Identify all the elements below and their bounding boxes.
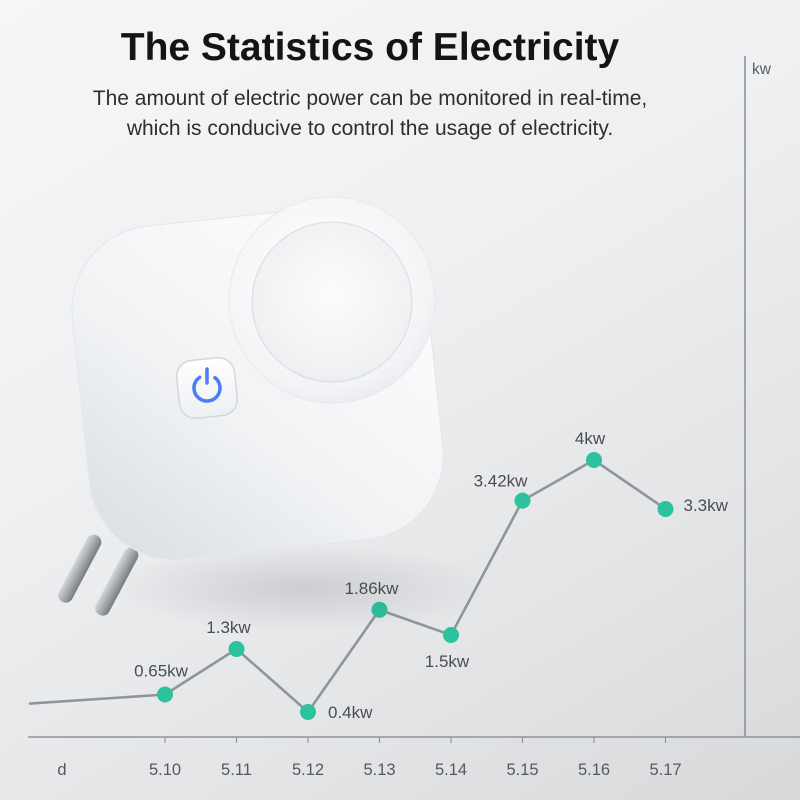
x-tick-label: 5.10 bbox=[149, 761, 181, 779]
chart-point bbox=[657, 501, 674, 517]
x-tick-label: 5.11 bbox=[221, 761, 252, 779]
subtitle-line-2: which is conducive to control the usage … bbox=[126, 117, 614, 141]
header: The Statistics of Electricity The amount… bbox=[0, 26, 740, 145]
chart-point bbox=[228, 641, 245, 657]
plug-pins bbox=[58, 534, 139, 616]
x-axis-unit-label: d bbox=[57, 761, 66, 779]
smart-plug-image bbox=[58, 196, 480, 632]
chart-point-label: 0.4kw bbox=[328, 703, 373, 722]
plug-socket-recess bbox=[251, 221, 413, 383]
plug-pin-left bbox=[58, 534, 102, 603]
plug-shadow bbox=[105, 544, 480, 632]
plug-pin-right bbox=[95, 547, 139, 616]
x-tick-label: 5.15 bbox=[506, 761, 538, 779]
power-icon bbox=[192, 367, 222, 403]
chart-point-label: 3.3kw bbox=[684, 496, 729, 515]
power-button bbox=[175, 356, 239, 420]
chart-point bbox=[300, 704, 316, 720]
chart-point bbox=[586, 452, 602, 468]
page-subtitle: The amount of electric power can be moni… bbox=[0, 84, 740, 145]
x-tick-label: 5.14 bbox=[435, 761, 467, 779]
chart-point-label: 4kw bbox=[575, 429, 606, 448]
x-tick-label: 5.17 bbox=[649, 761, 681, 779]
chart-point bbox=[514, 492, 531, 509]
chart-point bbox=[157, 686, 173, 703]
x-tick-label: 5.16 bbox=[578, 761, 610, 779]
x-tick-label: 5.13 bbox=[363, 761, 395, 779]
power-icon-ring bbox=[192, 373, 222, 403]
chart-point-label: 3.42kw bbox=[474, 472, 529, 491]
chart-point-label: 0.65kw bbox=[134, 662, 189, 681]
chart-point bbox=[443, 627, 459, 643]
chart-point-label: 1.5kw bbox=[425, 652, 470, 671]
page-title: The Statistics of Electricity bbox=[120, 26, 620, 69]
y-axis-unit-label: kw bbox=[752, 61, 772, 78]
x-tick-label: 5.12 bbox=[292, 761, 324, 779]
subtitle-line-1: The amount of electric power can be moni… bbox=[92, 87, 648, 110]
